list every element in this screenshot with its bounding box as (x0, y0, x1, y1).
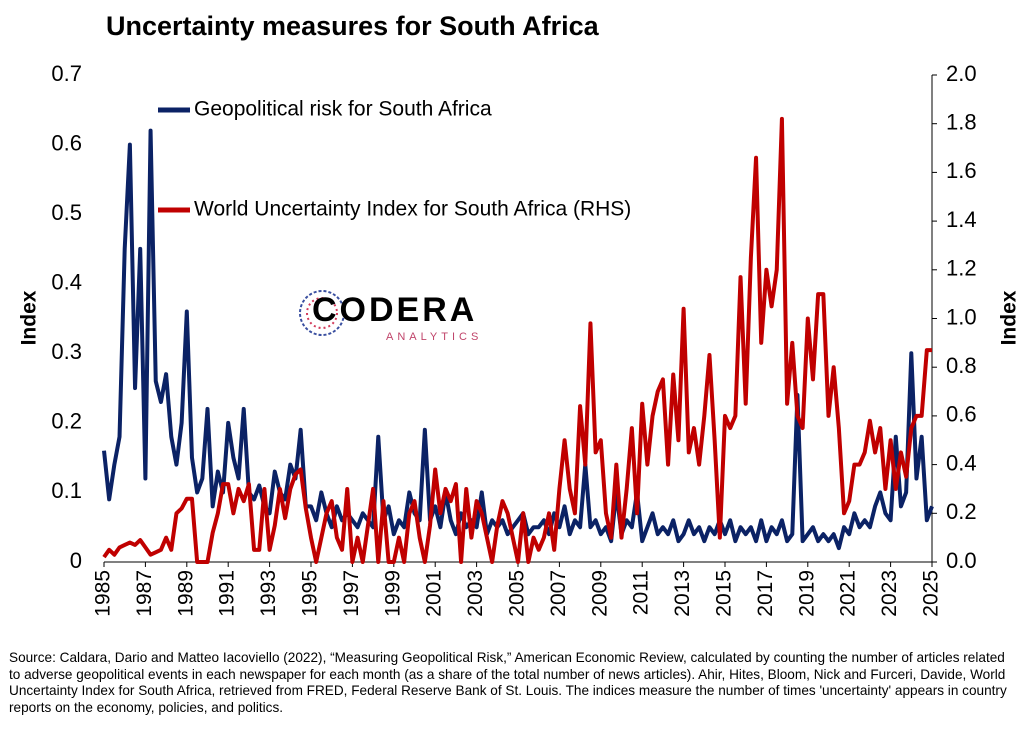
y2-tick-label: 0.0 (946, 548, 977, 573)
x-tick-label: 2015 (713, 570, 736, 617)
chart: Uncertainty measures for South Africa In… (18, 11, 1021, 617)
y-tick-label: 0.1 (51, 478, 82, 503)
source-note: Source: Caldara, Dario and Matteo Iacovi… (9, 650, 1007, 715)
x-tick-label: 2025 (920, 570, 943, 617)
y-tick-label: 0.6 (51, 130, 82, 155)
x-tick-label: 2007 (547, 570, 570, 617)
x-tick-label: 2019 (795, 570, 818, 617)
x-tick-label: 1997 (340, 570, 363, 617)
logo-subtext: ANALYTICS (386, 331, 482, 343)
x-tick-label: 2003 (464, 570, 487, 617)
legend-label: Geopolitical risk for South Africa (194, 98, 492, 121)
y2-tick-label: 1.6 (946, 158, 977, 183)
y-axis-label: Index (18, 290, 41, 345)
y-tick-label: 0.7 (51, 61, 82, 86)
x-tick-label: 2009 (588, 570, 611, 617)
series-line (102, 128, 934, 551)
y2-axis-label: Index (998, 290, 1021, 345)
y2-tick-label: 1.0 (946, 304, 977, 329)
x-tick-label: 1989 (174, 570, 197, 617)
y2-tick-label: 0.2 (946, 499, 977, 524)
y-tick-label: 0 (70, 548, 82, 573)
x-tick-label: 2021 (837, 570, 860, 617)
x-tick-label: 1999 (381, 570, 404, 617)
x-tick-label: 2011 (630, 570, 653, 615)
y2-tick-label: 0.4 (946, 450, 977, 475)
x-tick-label: 2017 (754, 570, 777, 617)
y2-tick-label: 2.0 (946, 61, 977, 86)
y-tick-label: 0.4 (51, 270, 82, 295)
logo-text: CODERA (312, 291, 477, 329)
y2-tick-label: 0.8 (946, 353, 977, 378)
y-tick-label: 0.3 (51, 339, 82, 364)
x-tick-label: 1985 (92, 570, 115, 617)
y2-tick-label: 1.2 (946, 256, 977, 281)
logo: CODERA ANALYTICS (299, 290, 482, 343)
x-tick-label: 2013 (671, 570, 694, 617)
y-tick-label: 0.2 (51, 409, 82, 434)
y2-tick-label: 1.8 (946, 110, 977, 135)
x-tick-label: 1993 (257, 570, 280, 617)
logo-mark (306, 297, 338, 329)
logo-mark (299, 290, 345, 336)
chart-title: Uncertainty measures for South Africa (106, 11, 600, 41)
series-line (102, 116, 932, 564)
x-tick-label: 1991 (216, 570, 239, 617)
y2-tick-label: 0.6 (946, 402, 977, 427)
x-tick-label: 1987 (133, 570, 156, 617)
y2-tick-label: 1.4 (946, 207, 977, 232)
x-tick-label: 2001 (423, 570, 446, 617)
x-tick-label: 2023 (878, 570, 901, 617)
x-tick-label: 2005 (506, 570, 529, 617)
y-tick-label: 0.5 (51, 200, 82, 225)
legend-label: World Uncertainty Index for South Africa… (194, 198, 631, 221)
x-tick-label: 1995 (299, 570, 322, 617)
